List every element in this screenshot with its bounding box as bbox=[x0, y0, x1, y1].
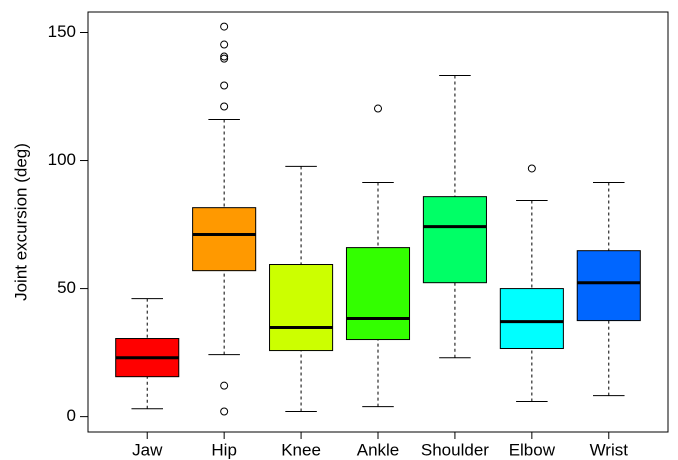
outlier bbox=[220, 54, 229, 63]
box bbox=[422, 196, 487, 284]
outlier bbox=[374, 104, 382, 113]
y-axis-label: Joint excursion (deg) bbox=[11, 143, 30, 301]
box bbox=[499, 288, 564, 350]
x-tick-label: Wrist bbox=[590, 440, 629, 459]
x-tick-label: Jaw bbox=[132, 440, 163, 459]
x-tick-label: Shoulder bbox=[421, 440, 489, 459]
outlier bbox=[220, 81, 229, 90]
y-tick-label: 0 bbox=[67, 406, 76, 425]
outlier bbox=[527, 164, 536, 173]
box bbox=[345, 247, 411, 341]
y-tick-label: 50 bbox=[57, 278, 76, 297]
outlier bbox=[220, 407, 229, 416]
outlier bbox=[220, 52, 229, 61]
box bbox=[192, 207, 257, 272]
outlier bbox=[220, 40, 229, 49]
box bbox=[269, 264, 334, 352]
outlier bbox=[220, 381, 229, 390]
outlier bbox=[220, 102, 229, 111]
x-tick-label: Ankle bbox=[357, 440, 400, 459]
outlier bbox=[220, 22, 229, 31]
x-tick-label: Hip bbox=[211, 440, 237, 459]
y-tick-label: 100 bbox=[48, 150, 76, 169]
box bbox=[576, 250, 641, 322]
x-tick-label: Elbow bbox=[509, 440, 556, 459]
y-tick-label: 150 bbox=[48, 22, 76, 41]
x-tick-label: Knee bbox=[281, 440, 321, 459]
